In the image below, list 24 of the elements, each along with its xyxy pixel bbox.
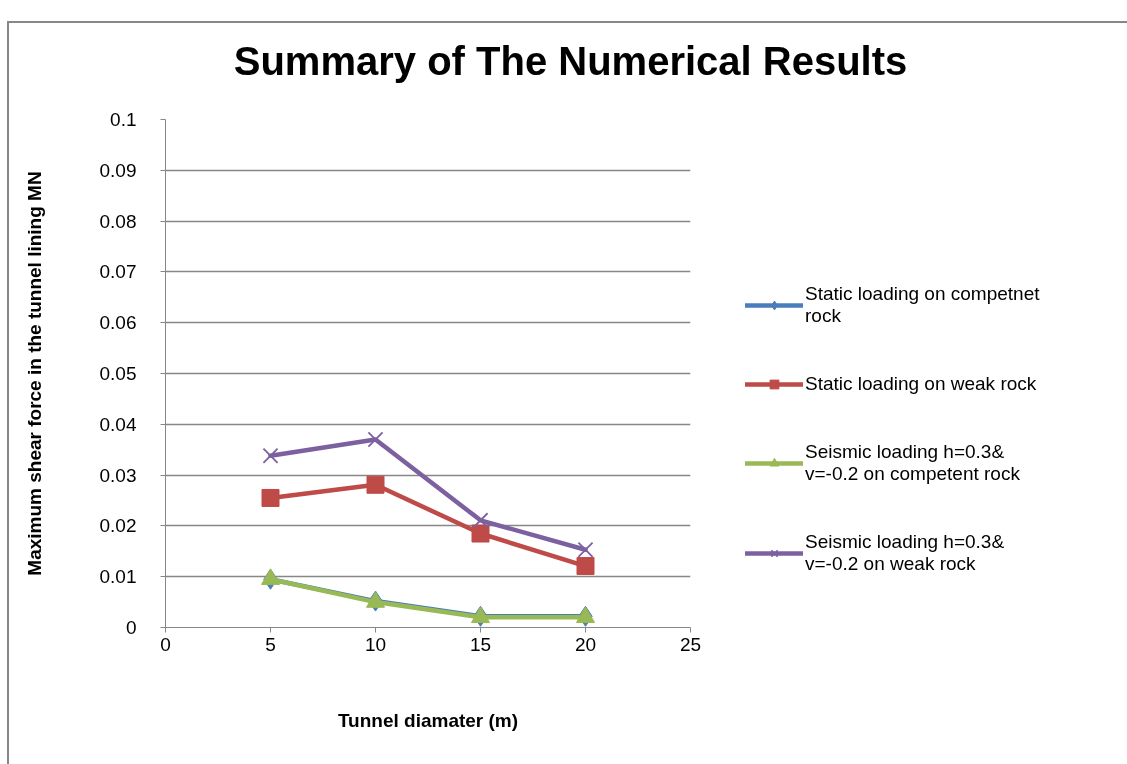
legend-label: Seismic loading h=0.3& v=-0.2 on weak rock <box>805 531 1005 575</box>
chart-title: Summary of The Numerical Results <box>233 38 908 83</box>
y-tick-label: 0.09 <box>99 159 137 181</box>
x-tick-label: 0 <box>160 633 171 655</box>
x-tick-label: 25 <box>679 633 702 655</box>
x-axis-title: Tunnel diamater (m) <box>337 709 519 731</box>
legend-label: Seismic loading h=0.3& v=-0.2 on competent rock <box>805 441 1020 485</box>
x-tick-label: 20 <box>574 633 597 655</box>
y-tick-label: 0.03 <box>99 464 137 486</box>
y-tick-label: 0.07 <box>99 261 137 283</box>
y-tick-label: 0.02 <box>99 515 137 537</box>
y-tick-label: 0.04 <box>99 413 137 435</box>
y-tick-label: 0.05 <box>99 363 137 384</box>
x-tick-label: 15 <box>469 633 492 655</box>
y-tick-label: 0.1 <box>110 109 137 130</box>
y-tick-label: 0.08 <box>99 210 137 232</box>
x-tick-label: 5 <box>265 633 276 655</box>
y-tick-label: 0.01 <box>99 566 137 588</box>
legend-label: Static loading on weak rock <box>805 373 1037 395</box>
y-tick-label: 0.06 <box>99 312 137 334</box>
x-tick-label: 10 <box>364 633 387 655</box>
legend-label: Static loading on competnet rock <box>805 283 1040 327</box>
y-tick-label: 0 <box>125 617 137 638</box>
y-axis-title: Maximum shear force in the tunnel lining MN <box>23 171 45 576</box>
